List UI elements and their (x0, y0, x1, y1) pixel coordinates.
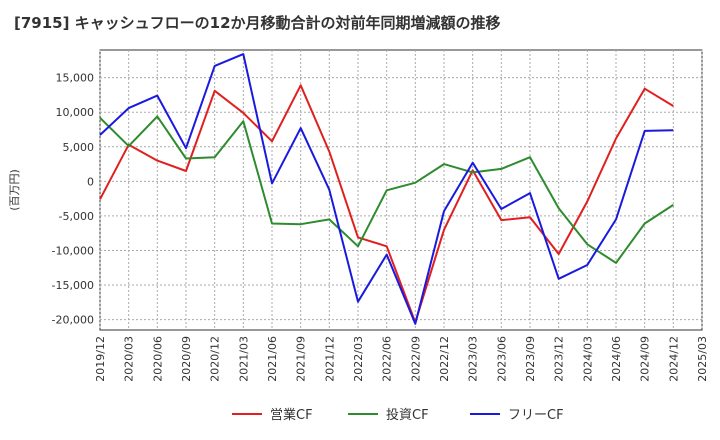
y-tick-label: 10,000 (56, 106, 95, 119)
x-tick-label: 2023/03 (467, 336, 480, 382)
legend: 営業CF 投資CF フリーCF (232, 407, 564, 423)
y-tick-label: -10,000 (52, 244, 94, 257)
legend-label-1: 営業CF (270, 407, 313, 423)
x-tick-label: 2021/06 (266, 336, 279, 382)
y-tick-label: -15,000 (52, 279, 94, 292)
y-tick-label: 15,000 (56, 72, 95, 85)
x-tick-label: 2022/12 (438, 336, 451, 382)
x-tick-label: 2023/12 (553, 336, 566, 382)
y-axis-label: (百万円) (8, 169, 21, 211)
x-tick-label: 2020/12 (209, 336, 222, 382)
x-tick-label: 2020/09 (180, 336, 193, 382)
x-tick-label: 2024/03 (581, 336, 594, 382)
x-tick-label: 2022/09 (409, 336, 422, 382)
x-tick-label: 2023/09 (524, 336, 537, 382)
x-tick-label: 2022/03 (352, 336, 365, 382)
x-tick-label: 2020/06 (151, 336, 164, 382)
x-tick-label: 2021/03 (237, 336, 250, 382)
x-tick-label: 2022/06 (381, 336, 394, 382)
x-tick-label: 2023/06 (495, 336, 508, 382)
x-tick-label: 2021/12 (323, 336, 336, 382)
chart-title: [7915] キャッシュフローの12か月移動合計の対前年同期増減額の推移 (14, 14, 501, 32)
x-tick-label: 2019/12 (94, 336, 107, 382)
grid (99, 49, 703, 331)
series-line-1 (99, 84, 674, 324)
y-tick-label: -5,000 (59, 210, 94, 223)
y-tick-label: 0 (87, 175, 94, 188)
x-tick-label: 2024/06 (610, 336, 623, 382)
axes: 15,000 10,000 5,000 0 -5,000 -10,000 -15,000 -2… (8, 72, 709, 382)
y-tick-label: -20,000 (52, 314, 94, 327)
legend-label-2: 投資CF (386, 407, 429, 423)
x-tick-label: 2021/09 (295, 336, 308, 382)
x-tick-label: 2024/09 (639, 336, 652, 382)
x-tick-label: 2020/03 (123, 336, 136, 382)
series-layer (99, 53, 674, 325)
y-tick-label: 5,000 (63, 141, 95, 154)
legend-label-3: フリーCF (508, 408, 564, 423)
x-tick-label: 2024/12 (667, 336, 680, 382)
x-tick-label: 2025/03 (696, 336, 709, 382)
series-line-2 (99, 115, 674, 264)
series-line-3 (99, 53, 674, 325)
